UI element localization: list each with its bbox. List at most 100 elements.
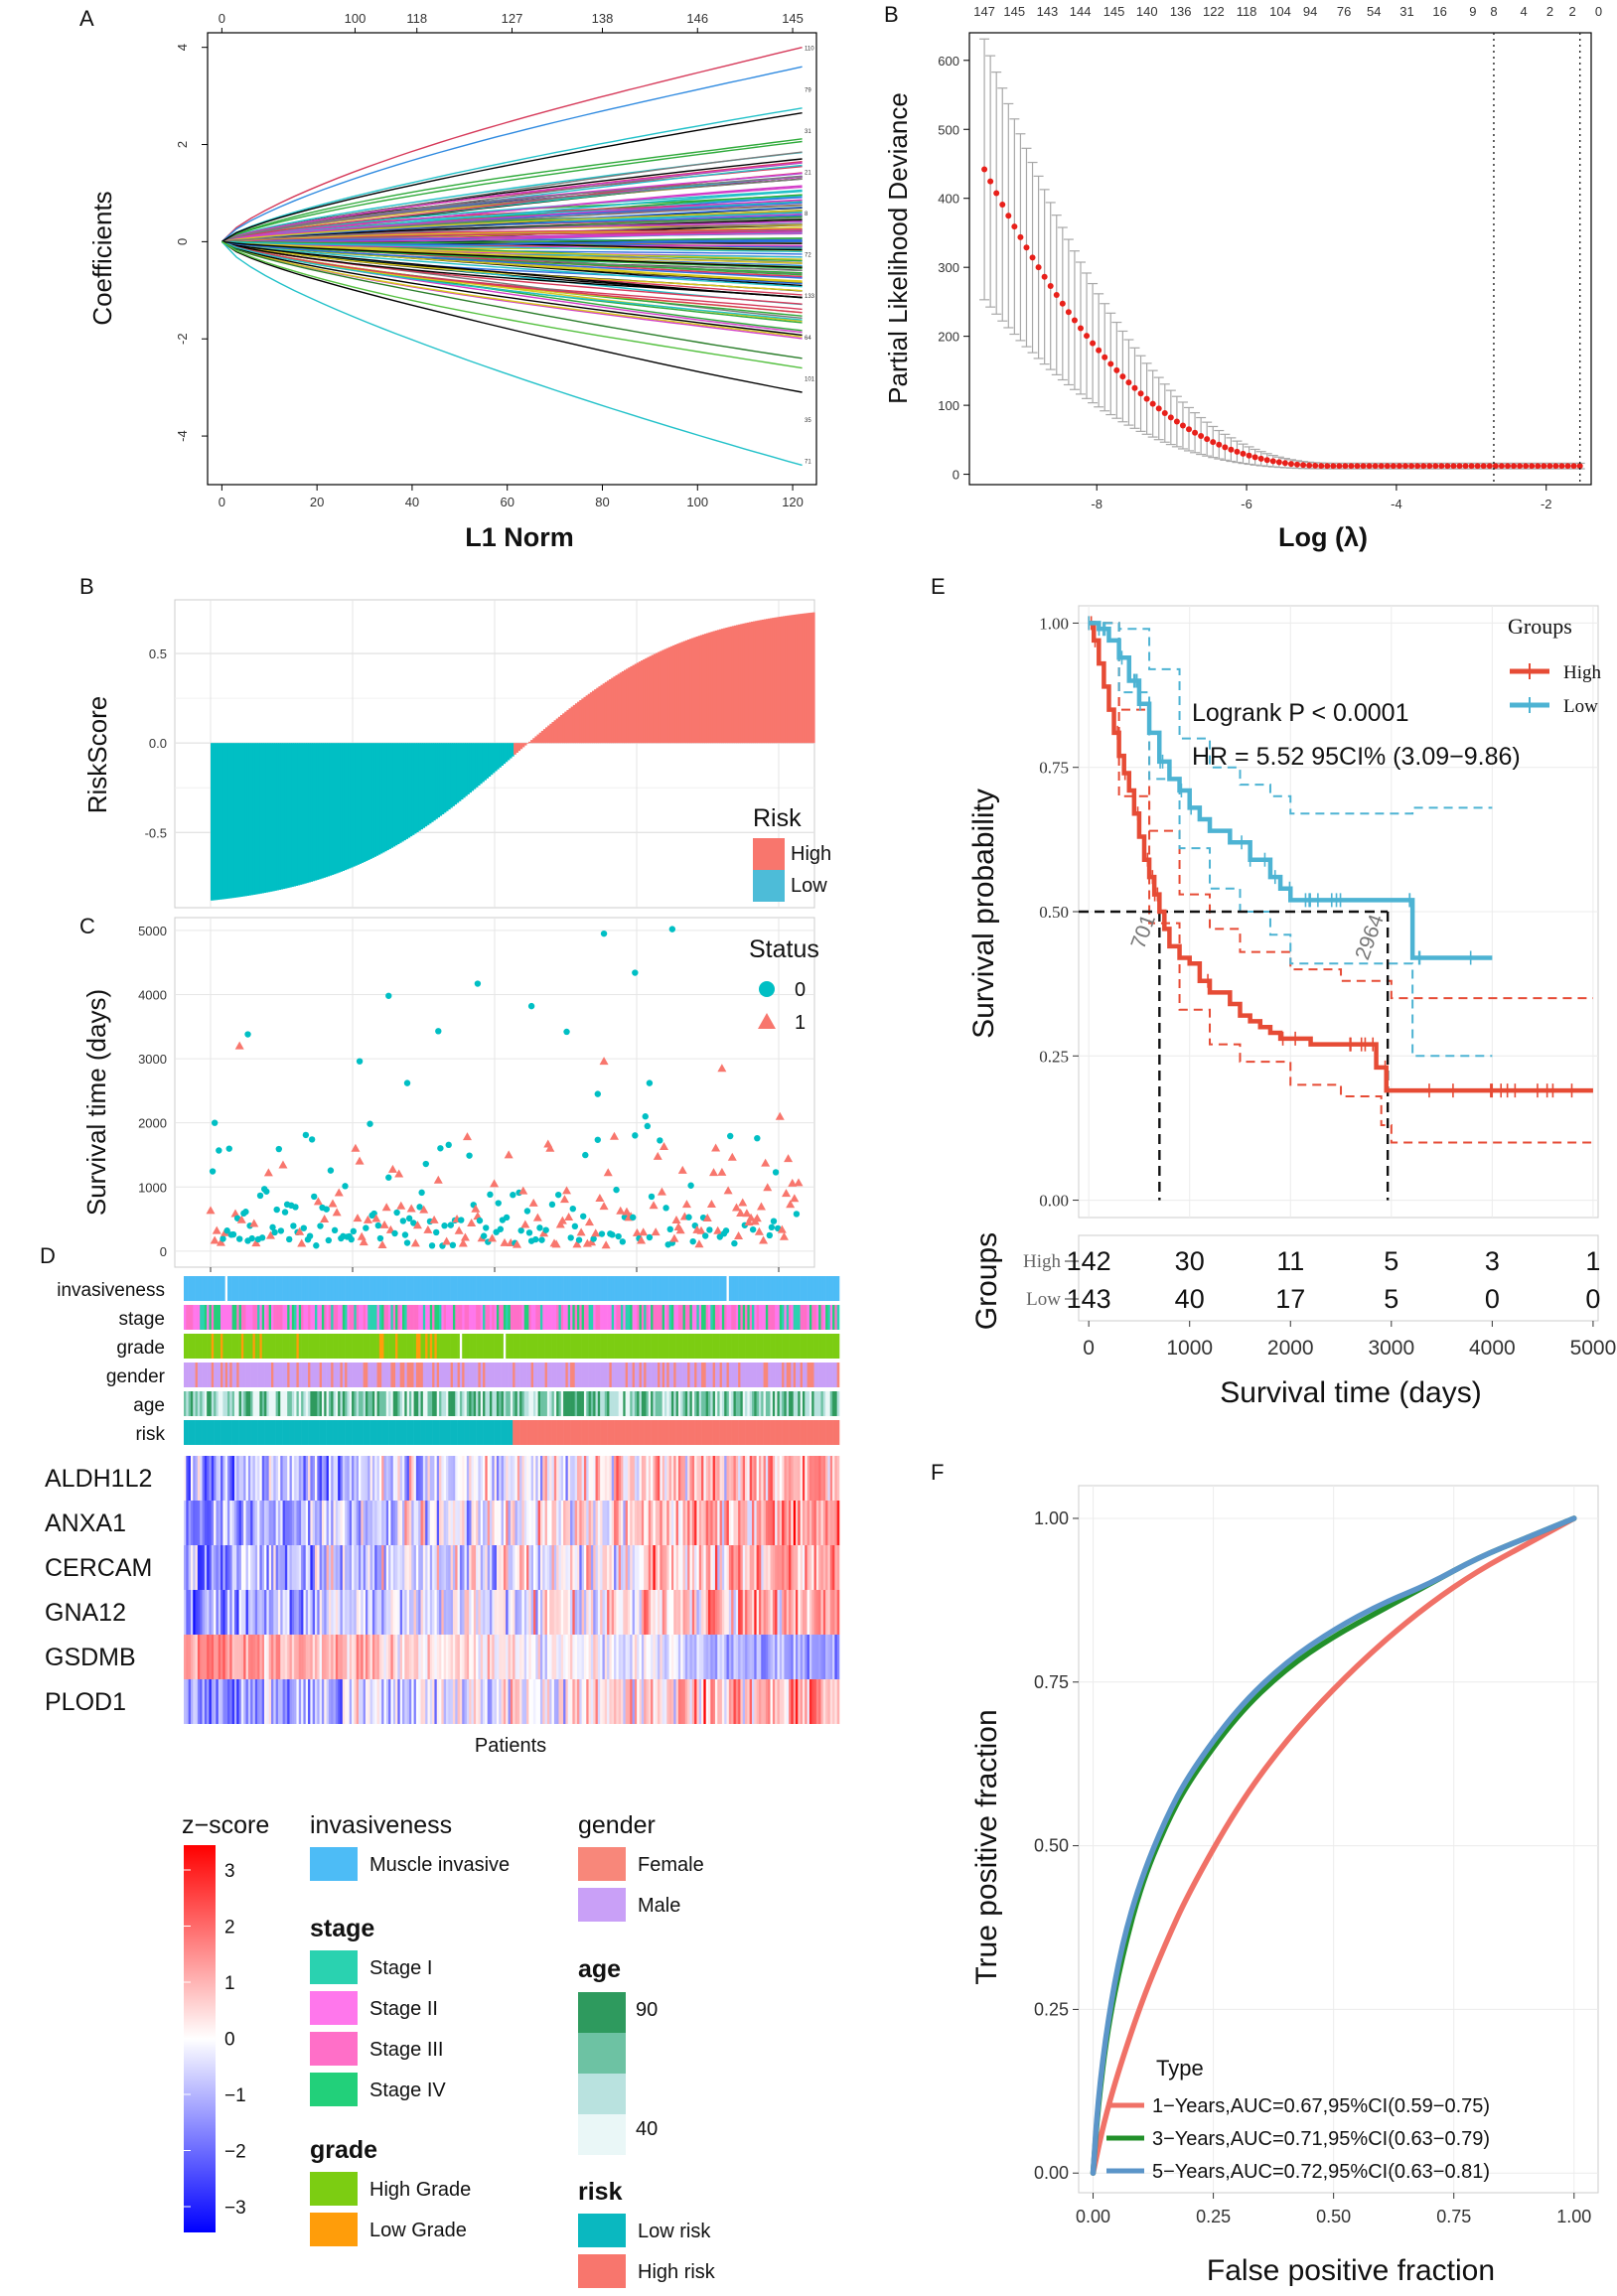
heatmap-cell — [581, 1456, 585, 1501]
annotation-cell — [602, 1391, 606, 1416]
annotation-cell — [439, 1363, 442, 1387]
annotation-cell — [411, 1363, 414, 1387]
annotation-cell — [211, 1391, 215, 1416]
annotation-cell — [600, 1363, 603, 1387]
riskscore-bar — [785, 616, 788, 744]
heatmap-cell — [473, 1501, 477, 1545]
annotation-cell — [537, 1420, 541, 1445]
annotation-cell — [478, 1334, 482, 1359]
riskscore-bar — [808, 613, 811, 744]
annotation-cell — [632, 1363, 636, 1387]
annotation-cell — [369, 1391, 373, 1416]
annotation-cell — [579, 1363, 582, 1387]
annotation-cell — [551, 1391, 555, 1416]
annotation-cell — [506, 1276, 509, 1301]
annotation-cell — [752, 1334, 755, 1359]
annotation-cell — [687, 1420, 690, 1445]
heatmap-cell — [204, 1679, 208, 1724]
heatmap-cell — [254, 1635, 258, 1679]
annotation-cell — [807, 1363, 810, 1387]
heatmap-cell — [539, 1635, 543, 1679]
lasso-coef-line — [221, 240, 803, 314]
riskscore-bar — [636, 662, 640, 744]
annotation-cell — [836, 1391, 840, 1416]
status-point-dead — [738, 1198, 748, 1207]
heatmap-cell — [738, 1590, 741, 1635]
heatmap-cell — [535, 1635, 538, 1679]
status-point-alive — [594, 1090, 602, 1097]
annotation-cell — [184, 1305, 187, 1330]
annotation-cell — [236, 1363, 239, 1387]
annotation-cell — [326, 1276, 330, 1301]
heatmap-cell — [216, 1635, 220, 1679]
legend-label-stage: Stage I — [369, 1957, 432, 1979]
annotation-cell — [231, 1420, 235, 1445]
annotation-cell — [312, 1334, 316, 1359]
annotation-cell — [655, 1391, 659, 1416]
annotation-cell — [452, 1420, 456, 1445]
heatmap-cell — [710, 1545, 713, 1590]
heatmap-cell — [471, 1545, 475, 1590]
heatmap-cell — [526, 1635, 529, 1679]
heatmap-cell — [243, 1545, 246, 1590]
status-point-alive — [563, 1028, 570, 1036]
heatmap-cell — [446, 1590, 449, 1635]
km-x-tick-label: 1000 — [1166, 1337, 1213, 1360]
km-risk-count: 30 — [1175, 1246, 1205, 1276]
annotation-cell — [328, 1276, 332, 1301]
heatmap-cell — [539, 1545, 543, 1590]
riskscore-bar — [538, 732, 542, 744]
heatmap-cell — [352, 1635, 355, 1679]
heatmap-cell — [662, 1679, 665, 1724]
heatmap-cell — [317, 1545, 320, 1590]
annotation-cell — [411, 1391, 414, 1416]
riskscore-bar — [217, 743, 220, 901]
annotation-cell — [735, 1305, 739, 1330]
annotation-cell — [574, 1391, 578, 1416]
annotation-cell — [266, 1420, 269, 1445]
status-point-dead — [763, 1183, 773, 1192]
annotation-cell — [209, 1420, 213, 1445]
status-point-alive — [256, 1192, 264, 1200]
annotation-cell — [815, 1420, 819, 1445]
riskscore-bar — [401, 743, 404, 842]
annotation-cell — [593, 1391, 596, 1416]
annotation-cell — [436, 1391, 440, 1416]
annotation-cell — [660, 1334, 662, 1359]
annotation-cell — [664, 1276, 667, 1301]
heatmap-cell — [490, 1635, 493, 1679]
annotation-cell — [637, 1363, 640, 1387]
legend-swatch-gender — [578, 1847, 626, 1881]
annotation-cell — [197, 1334, 201, 1359]
status-point-alive — [367, 1120, 373, 1127]
annotation-cell — [703, 1334, 706, 1359]
heatmap-cell — [264, 1501, 267, 1545]
annotation-cell — [368, 1363, 370, 1387]
heatmap-cell — [371, 1635, 375, 1679]
annotation-cell — [513, 1420, 515, 1445]
status-point-dead — [754, 1226, 764, 1235]
annotation-cell — [616, 1305, 619, 1330]
riskscore-bar — [231, 743, 235, 899]
cv-mean-point — [1228, 446, 1235, 453]
riskscore-bar — [695, 636, 699, 744]
heatmap-cell — [675, 1545, 679, 1590]
heatmap-cell — [347, 1590, 351, 1635]
heatmap-cell — [542, 1679, 545, 1724]
heatmap-cell — [639, 1635, 643, 1679]
status-point-alive — [435, 1028, 442, 1035]
heatmap-cell — [618, 1635, 622, 1679]
heatmap-cell — [710, 1456, 713, 1501]
heatmap-cell — [261, 1590, 265, 1635]
annotation-cell — [627, 1363, 631, 1387]
riskscore-bar — [433, 743, 436, 821]
heatmap-cell — [434, 1501, 438, 1545]
roc-panel: 0.00 0.25 0.50 0.75 1.000.000.250.500.751.00… — [970, 1485, 1599, 2287]
annotation-cell — [224, 1334, 228, 1359]
heatmap-cell — [710, 1590, 713, 1635]
heatmap-cell — [675, 1456, 679, 1501]
annotation-cell — [388, 1276, 391, 1301]
cv-mean-point — [1102, 354, 1108, 360]
annotation-cell — [808, 1391, 812, 1416]
heatmap-cell — [418, 1545, 421, 1590]
